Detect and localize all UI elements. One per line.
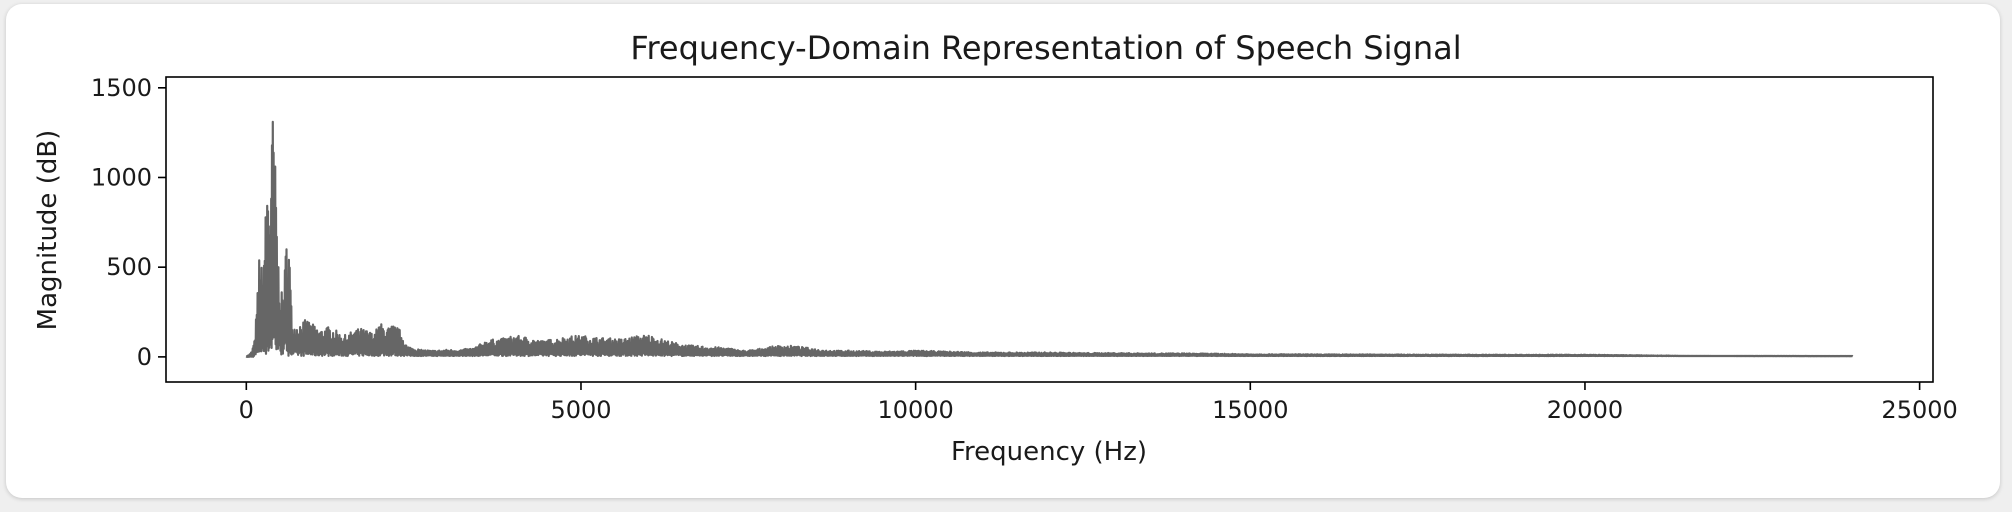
y-tick-label: 500 [106,253,152,281]
x-tick-label: 25000 [1881,396,1957,424]
plot-area [245,120,1854,358]
x-tick-label: 5000 [550,396,611,424]
x-tick-label: 0 [239,396,254,424]
spectrum-line [245,120,1854,358]
x-tick-label: 10000 [877,396,953,424]
x-tick-label: 15000 [1212,396,1288,424]
chart-card: Frequency-Domain Representation of Speec… [6,4,2000,498]
y-axis-label: Magnitude (dB) [33,130,63,331]
y-tick-label: 1000 [91,163,152,191]
spectrum-chart: Frequency-Domain Representation of Speec… [33,29,1958,467]
y-tick-label: 1500 [91,74,152,102]
chart-title: Frequency-Domain Representation of Speec… [630,29,1461,67]
axes-frame [165,76,1934,383]
y-tick-label: 0 [137,343,152,371]
x-tick-label: 20000 [1547,396,1623,424]
x-axis-label: Frequency (Hz) [951,437,1147,467]
axis-ticks: 0 5000 10000 15000 20000 25000 0 500 1000 1500 [91,74,1958,424]
